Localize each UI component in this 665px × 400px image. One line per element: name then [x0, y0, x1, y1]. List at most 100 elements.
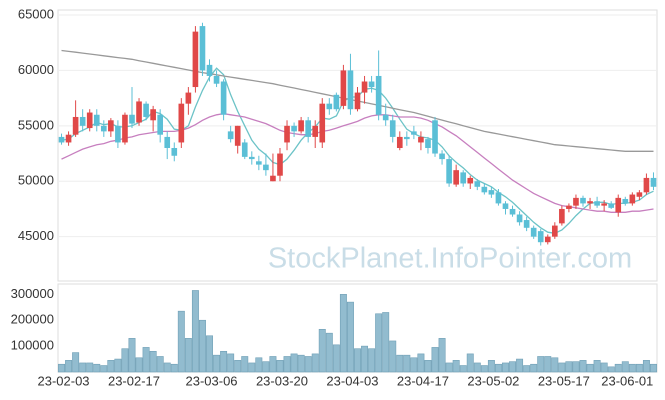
candle-body [150, 109, 156, 121]
volume-bar [79, 362, 87, 373]
candle-body [58, 136, 65, 143]
x-tick-label: 23-04-17 [397, 373, 449, 388]
candle-body [615, 197, 622, 213]
candle-body [481, 186, 488, 193]
volume-bar [100, 365, 108, 373]
candle-body [411, 131, 417, 135]
volume-bar [438, 338, 446, 373]
volume-bar [650, 363, 657, 373]
candle-body [136, 101, 142, 123]
volume-bar [283, 356, 291, 373]
y-tick-label: 200000 [11, 312, 54, 327]
volume-bar [318, 328, 326, 373]
y-tick-label: 50000 [18, 173, 54, 188]
volume-bar [241, 356, 249, 373]
candle-body [509, 208, 516, 215]
volume-bar [551, 357, 559, 373]
volume-bar [297, 354, 305, 373]
candle-body [100, 125, 107, 132]
candle-body [143, 103, 149, 117]
y-tick-label: 300000 [11, 286, 54, 301]
x-tick-label: 23-03-06 [185, 373, 237, 388]
candle-body [439, 153, 445, 160]
candle-body [601, 203, 607, 206]
candle-body [460, 172, 467, 184]
volume-bar [410, 357, 418, 373]
candle-body [277, 153, 283, 176]
candle-body [404, 136, 410, 140]
candle-body [122, 114, 128, 143]
volume-bar [234, 360, 242, 373]
candle-body [446, 159, 452, 184]
candle-body [594, 201, 600, 206]
candle-body [530, 227, 537, 237]
candle-body [608, 203, 615, 208]
volume-bar [579, 360, 587, 373]
y-tick-label: 60000 [18, 62, 54, 77]
volume-bar [65, 360, 73, 373]
candle-body [298, 120, 304, 132]
candle-body [516, 214, 523, 223]
candle-body [72, 116, 79, 135]
volume-bar [361, 345, 369, 373]
volume-bar [269, 356, 277, 373]
candle-body [629, 194, 636, 204]
volume-bar [635, 363, 643, 373]
volume-bar [142, 347, 150, 373]
volume-bar [255, 357, 263, 373]
candle-body [467, 177, 474, 184]
candle-body [270, 175, 276, 182]
candle-body [389, 120, 396, 137]
volume-bar [368, 348, 376, 373]
x-tick-label: 23-03-20 [256, 373, 308, 388]
volume-bar [290, 353, 298, 373]
x-tick-label: 23-06-01 [601, 373, 653, 388]
volume-bar [459, 365, 467, 373]
volume-bar [135, 357, 143, 373]
volume-bar [375, 313, 383, 373]
candle-body [425, 139, 431, 148]
candle-body [206, 64, 213, 76]
volume-bar [642, 360, 650, 373]
volume-bar [332, 344, 340, 373]
volume-bar [121, 348, 129, 373]
volume-bar [628, 363, 636, 373]
volume-bar [494, 363, 502, 373]
volume-bar [114, 358, 122, 373]
candle-body [79, 116, 86, 126]
volume-bar [262, 361, 270, 373]
candle-body [305, 120, 311, 137]
candle-body [396, 136, 403, 148]
volume-bar [403, 354, 411, 373]
volume-bar [220, 350, 228, 373]
volume-bar [346, 301, 354, 373]
candle-body [199, 26, 206, 71]
volume-bar [170, 363, 178, 373]
candle-body [559, 208, 565, 224]
candle-body [291, 125, 297, 132]
volume-bar [607, 366, 615, 373]
candle-body [544, 236, 551, 243]
volume-bar [621, 361, 629, 373]
candle-body [643, 177, 650, 193]
volume-bar [396, 354, 404, 373]
volume-bar [537, 356, 545, 373]
volume-bar [93, 363, 101, 373]
candle-body [86, 112, 93, 129]
candle-body [580, 197, 586, 204]
y-tick-label: 100000 [11, 338, 54, 353]
candle-body [178, 103, 185, 143]
candle-body [650, 177, 657, 187]
candle-body [65, 134, 72, 143]
candle-body [551, 225, 558, 237]
candle-body [453, 170, 459, 185]
candle-body [220, 81, 227, 115]
candle-body [164, 136, 171, 148]
volume-bar [206, 335, 213, 373]
volume-bar [523, 365, 531, 373]
volume-bar [431, 347, 439, 373]
candle-body [234, 125, 241, 146]
candle-body [248, 156, 255, 160]
volume-bar [516, 358, 524, 373]
